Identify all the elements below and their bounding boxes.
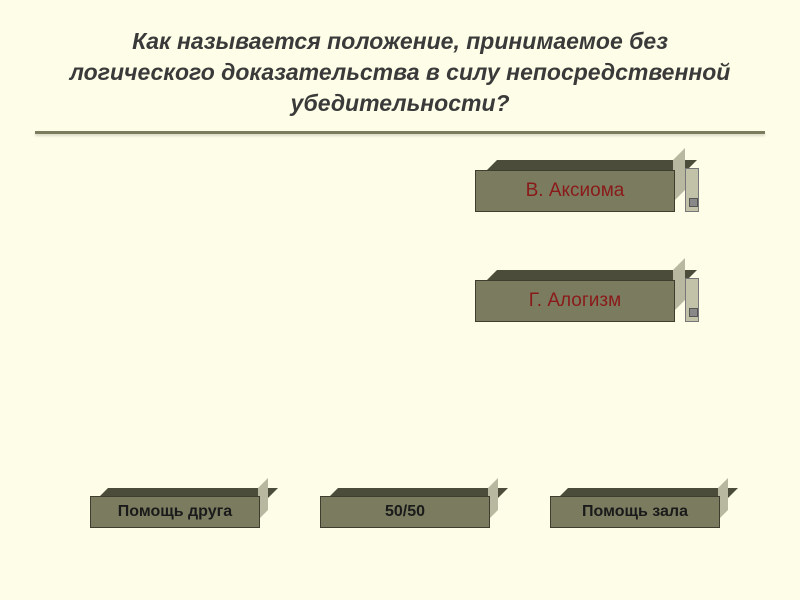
help-row: Помощь друга 50/50 Помощь зала	[0, 496, 800, 528]
help-friend-button[interactable]: Помощь друга	[90, 496, 260, 528]
answer-b-button[interactable]: В. Аксиома	[475, 170, 675, 212]
help-friend-label: Помощь друга	[90, 496, 260, 528]
divider	[35, 131, 765, 134]
question-text: Как называется положение, принимаемое бе…	[0, 0, 800, 131]
answer-g-notch-icon	[685, 278, 699, 322]
help-fifty-label: 50/50	[320, 496, 490, 528]
help-fifty-button[interactable]: 50/50	[320, 496, 490, 528]
answer-g-button[interactable]: Г. Алогизм	[475, 280, 675, 322]
answer-g-label: Г. Алогизм	[475, 280, 675, 322]
answer-b-label: В. Аксиома	[475, 170, 675, 212]
answer-b-notch-icon	[685, 168, 699, 212]
help-audience-button[interactable]: Помощь зала	[550, 496, 720, 528]
help-audience-label: Помощь зала	[550, 496, 720, 528]
